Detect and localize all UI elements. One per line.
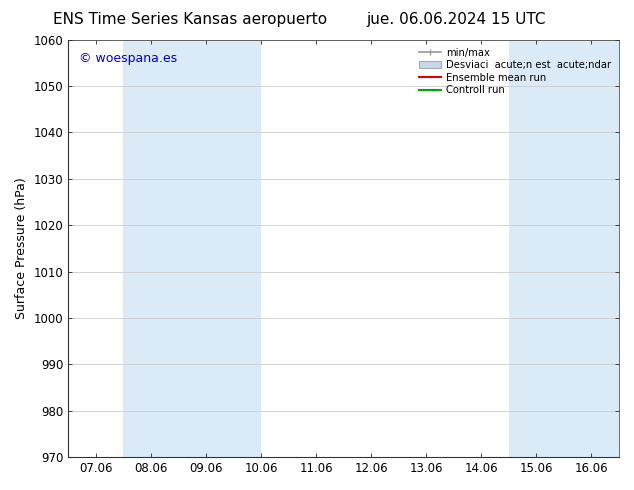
Bar (123, 40, 261, 457)
Text: ENS Time Series Kansas aeropuerto: ENS Time Series Kansas aeropuerto (53, 12, 327, 27)
Legend: min/max, Desviaci  acute;n est  acute;ndar, Ensemble mean run, Controll run: min/max, Desviaci acute;n est acute;ndar… (416, 45, 614, 98)
Y-axis label: Surface Pressure (hPa): Surface Pressure (hPa) (15, 177, 28, 319)
Bar (509, 40, 619, 457)
Text: © woespana.es: © woespana.es (79, 52, 178, 65)
Text: jue. 06.06.2024 15 UTC: jue. 06.06.2024 15 UTC (366, 12, 547, 27)
